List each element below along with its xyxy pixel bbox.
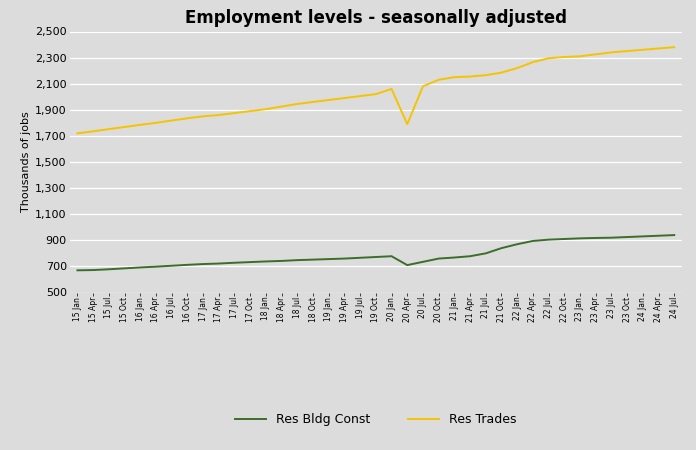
- Res Bldg Const: [513, 242, 521, 247]
- Title: Employment levels - seasonally adjusted: Employment levels - seasonally adjusted: [185, 9, 567, 27]
- Res Bldg Const: [324, 256, 333, 262]
- Res Trades: [168, 118, 176, 123]
- Res Trades: [214, 112, 223, 118]
- Res Trades: [324, 97, 333, 103]
- Res Trades: [388, 86, 396, 92]
- Res Bldg Const: [89, 267, 97, 273]
- Res Bldg Const: [434, 256, 443, 261]
- Res Trades: [498, 70, 506, 75]
- Res Trades: [309, 99, 317, 105]
- Res Trades: [419, 84, 427, 89]
- Res Bldg Const: [388, 253, 396, 259]
- Y-axis label: Thousands of jobs: Thousands of jobs: [21, 112, 31, 212]
- Res Bldg Const: [450, 255, 459, 260]
- Res Bldg Const: [654, 233, 663, 238]
- Res Bldg Const: [419, 259, 427, 265]
- Res Bldg Const: [309, 257, 317, 262]
- Res Bldg Const: [136, 265, 145, 270]
- Res Bldg Const: [498, 245, 506, 251]
- Res Trades: [529, 59, 537, 65]
- Res Trades: [450, 74, 459, 80]
- Res Trades: [89, 129, 97, 134]
- Res Bldg Const: [152, 264, 160, 270]
- Res Trades: [199, 113, 207, 119]
- Res Trades: [513, 65, 521, 71]
- Res Trades: [607, 50, 615, 55]
- Res Trades: [592, 52, 600, 57]
- Res Bldg Const: [639, 234, 647, 239]
- Res Trades: [278, 104, 286, 109]
- Res Bldg Const: [230, 260, 239, 265]
- Res Trades: [654, 46, 663, 51]
- Res Bldg Const: [340, 256, 349, 261]
- Res Trades: [136, 122, 145, 127]
- Res Trades: [73, 130, 81, 136]
- Res Trades: [356, 94, 364, 99]
- Res Trades: [293, 101, 301, 107]
- Res Bldg Const: [120, 266, 129, 271]
- Res Bldg Const: [466, 253, 474, 259]
- Res Bldg Const: [607, 235, 615, 240]
- Res Trades: [623, 48, 631, 54]
- Res Trades: [262, 107, 270, 112]
- Res Bldg Const: [168, 263, 176, 269]
- Res Trades: [230, 110, 239, 116]
- Res Bldg Const: [73, 268, 81, 273]
- Res Bldg Const: [560, 236, 569, 242]
- Res Trades: [466, 74, 474, 79]
- Res Trades: [482, 72, 490, 78]
- Res Bldg Const: [199, 261, 207, 267]
- Res Trades: [120, 124, 129, 130]
- Res Trades: [576, 54, 584, 59]
- Res Bldg Const: [183, 262, 191, 268]
- Res Bldg Const: [262, 259, 270, 264]
- Res Bldg Const: [246, 259, 254, 265]
- Res Bldg Const: [576, 236, 584, 241]
- Res Trades: [246, 108, 254, 114]
- Res Trades: [372, 91, 380, 97]
- Res Bldg Const: [403, 262, 411, 268]
- Res Trades: [403, 122, 411, 127]
- Res Trades: [434, 77, 443, 82]
- Res Trades: [183, 116, 191, 121]
- Res Trades: [670, 45, 679, 50]
- Res Bldg Const: [544, 237, 553, 243]
- Res Bldg Const: [293, 257, 301, 263]
- Res Trades: [152, 120, 160, 126]
- Res Trades: [340, 95, 349, 101]
- Res Bldg Const: [623, 234, 631, 240]
- Res Bldg Const: [372, 254, 380, 260]
- Res Bldg Const: [104, 266, 113, 272]
- Line: Res Trades: Res Trades: [77, 47, 674, 133]
- Res Bldg Const: [482, 251, 490, 256]
- Res Trades: [560, 54, 569, 60]
- Res Trades: [639, 47, 647, 53]
- Res Bldg Const: [592, 235, 600, 241]
- Res Bldg Const: [278, 258, 286, 264]
- Res Trades: [544, 55, 553, 61]
- Legend: Res Bldg Const, Res Trades: Res Bldg Const, Res Trades: [230, 408, 522, 432]
- Res Bldg Const: [214, 261, 223, 266]
- Line: Res Bldg Const: Res Bldg Const: [77, 235, 674, 270]
- Res Bldg Const: [356, 255, 364, 261]
- Res Bldg Const: [670, 232, 679, 238]
- Res Bldg Const: [529, 238, 537, 243]
- Res Trades: [104, 126, 113, 132]
